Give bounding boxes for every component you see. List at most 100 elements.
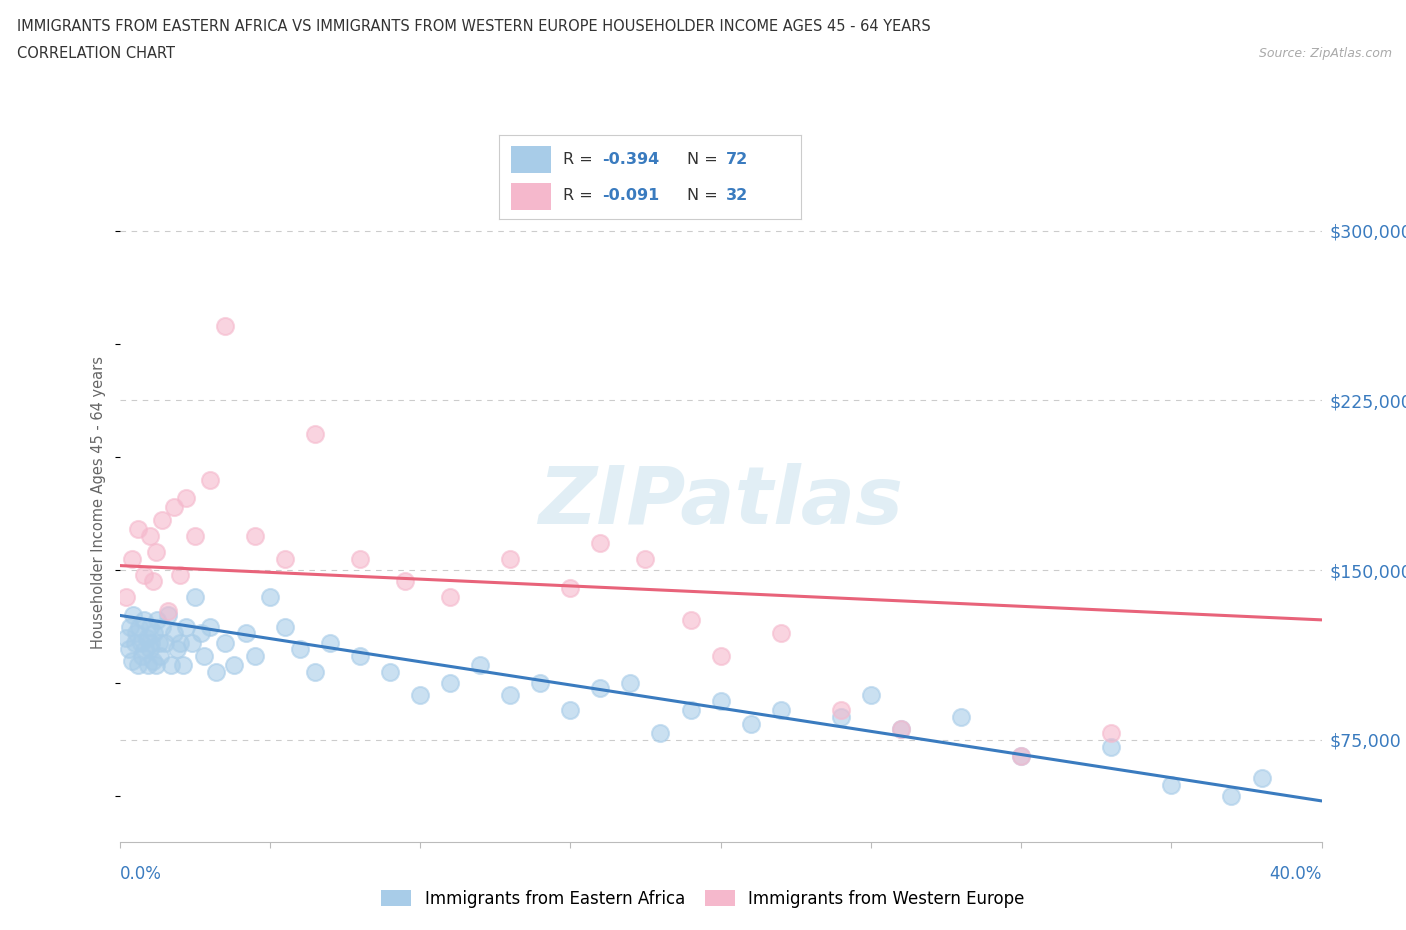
Point — [149, 648, 172, 663]
Text: 0.0%: 0.0% — [120, 865, 162, 884]
Text: 40.0%: 40.0% — [1270, 865, 1322, 884]
Point — [679, 613, 702, 628]
Point — [560, 703, 582, 718]
Text: 72: 72 — [725, 152, 748, 166]
Point — [180, 635, 202, 650]
Legend: Immigrants from Eastern Africa, Immigrants from Western Europe: Immigrants from Eastern Africa, Immigran… — [374, 883, 1032, 914]
Point — [830, 703, 852, 718]
Point — [769, 703, 792, 718]
Point — [150, 619, 173, 634]
Point — [159, 658, 181, 672]
Text: IMMIGRANTS FROM EASTERN AFRICA VS IMMIGRANTS FROM WESTERN EUROPE HOUSEHOLDER INC: IMMIGRANTS FROM EASTERN AFRICA VS IMMIGR… — [17, 19, 931, 33]
Point — [1010, 749, 1032, 764]
Point — [128, 619, 150, 634]
Text: R =: R = — [562, 188, 598, 203]
Point — [198, 472, 221, 487]
Point — [439, 590, 461, 604]
Point — [190, 626, 212, 641]
Point — [169, 567, 191, 582]
Point — [619, 676, 641, 691]
Point — [304, 427, 326, 442]
Point — [138, 529, 160, 544]
Point — [129, 635, 152, 650]
Point — [709, 694, 731, 709]
Point — [162, 626, 184, 641]
Point — [319, 635, 342, 650]
Point — [274, 619, 297, 634]
Point — [166, 642, 188, 657]
Point — [589, 536, 612, 551]
Point — [138, 642, 160, 657]
Point — [235, 626, 257, 641]
Point — [150, 512, 173, 527]
Point — [127, 658, 149, 672]
Point — [131, 648, 153, 663]
Point — [118, 619, 141, 634]
Point — [394, 574, 416, 589]
Point — [259, 590, 281, 604]
Point — [132, 567, 155, 582]
Point — [135, 631, 157, 645]
Point — [145, 545, 167, 560]
Point — [136, 658, 159, 672]
Point — [499, 687, 522, 702]
Text: CORRELATION CHART: CORRELATION CHART — [17, 46, 174, 61]
Point — [143, 626, 166, 641]
Point — [146, 613, 169, 628]
Point — [560, 580, 582, 595]
Y-axis label: Householder Income Ages 45 - 64 years: Householder Income Ages 45 - 64 years — [91, 355, 107, 649]
Point — [148, 635, 170, 650]
Point — [156, 608, 179, 623]
Text: 32: 32 — [725, 188, 748, 203]
Bar — [512, 183, 551, 210]
Text: N =: N = — [686, 152, 723, 166]
Point — [142, 574, 165, 589]
Point — [529, 676, 551, 691]
Point — [222, 658, 245, 672]
Point — [142, 653, 165, 668]
Point — [589, 681, 612, 696]
Point — [1010, 749, 1032, 764]
Point — [121, 551, 143, 566]
Point — [117, 642, 139, 657]
Point — [114, 631, 136, 645]
Point — [1160, 777, 1182, 792]
Point — [1099, 739, 1122, 754]
Point — [124, 635, 146, 650]
Point — [769, 626, 792, 641]
Text: R =: R = — [562, 152, 598, 166]
Point — [349, 551, 371, 566]
Point — [214, 318, 236, 333]
Text: -0.394: -0.394 — [602, 152, 659, 166]
Point — [153, 635, 176, 650]
Point — [214, 635, 236, 650]
Point — [288, 642, 311, 657]
Point — [183, 529, 205, 544]
Point — [156, 604, 179, 618]
Point — [114, 590, 136, 604]
Point — [950, 710, 973, 724]
Point — [1220, 789, 1243, 804]
Point — [650, 725, 672, 740]
Point — [139, 635, 162, 650]
Point — [890, 721, 912, 736]
Point — [121, 653, 143, 668]
Bar — [512, 146, 551, 173]
Text: ZIPatlas: ZIPatlas — [538, 463, 903, 541]
Point — [174, 490, 197, 505]
Point — [439, 676, 461, 691]
Point — [470, 658, 492, 672]
Point — [204, 665, 226, 680]
Text: Source: ZipAtlas.com: Source: ZipAtlas.com — [1258, 46, 1392, 60]
Text: -0.091: -0.091 — [602, 188, 659, 203]
Point — [198, 619, 221, 634]
Point — [709, 648, 731, 663]
Point — [183, 590, 205, 604]
Point — [122, 608, 145, 623]
Point — [740, 716, 762, 731]
Point — [169, 635, 191, 650]
Point — [499, 551, 522, 566]
Point — [132, 613, 155, 628]
Point — [634, 551, 657, 566]
Text: N =: N = — [686, 188, 723, 203]
